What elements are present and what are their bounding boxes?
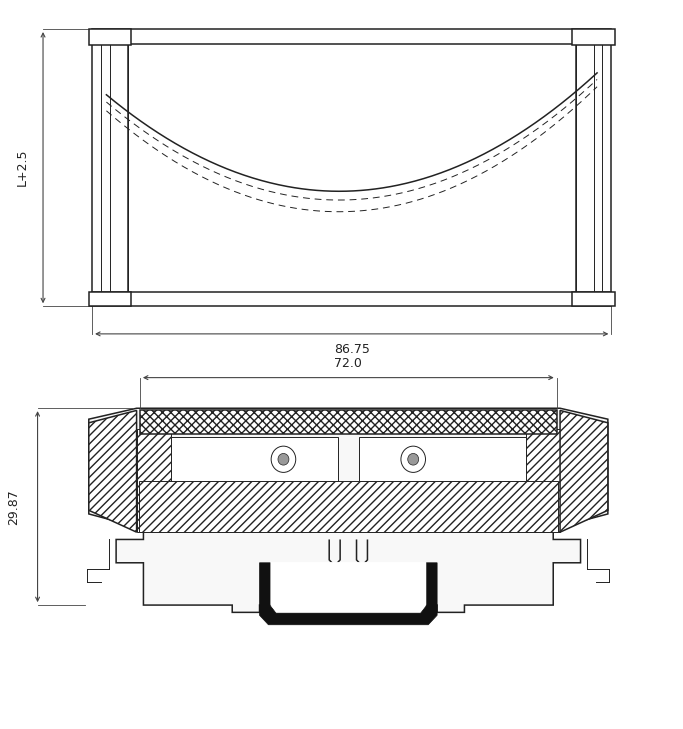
Circle shape bbox=[278, 453, 289, 465]
Bar bbox=[92, 292, 611, 306]
Polygon shape bbox=[260, 563, 437, 625]
Bar bbox=[140, 410, 557, 434]
Polygon shape bbox=[89, 410, 137, 532]
Bar bbox=[92, 44, 128, 292]
Polygon shape bbox=[560, 410, 608, 532]
Bar bbox=[89, 29, 131, 45]
Bar bbox=[359, 437, 526, 481]
Circle shape bbox=[271, 446, 296, 472]
Bar bbox=[572, 29, 615, 45]
Text: 72.0: 72.0 bbox=[335, 357, 362, 370]
Bar bbox=[92, 29, 611, 44]
Bar bbox=[137, 429, 171, 532]
Text: 29.87: 29.87 bbox=[7, 488, 20, 525]
Bar bbox=[572, 292, 615, 306]
Bar bbox=[171, 437, 338, 481]
Circle shape bbox=[401, 446, 426, 472]
Bar bbox=[576, 44, 611, 292]
Polygon shape bbox=[270, 562, 426, 612]
Bar bbox=[89, 292, 131, 306]
Text: 86.75: 86.75 bbox=[334, 343, 370, 356]
Bar bbox=[526, 429, 560, 532]
Bar bbox=[139, 481, 558, 532]
Polygon shape bbox=[89, 408, 608, 612]
Circle shape bbox=[408, 453, 419, 465]
Text: L+2.5: L+2.5 bbox=[16, 149, 29, 187]
